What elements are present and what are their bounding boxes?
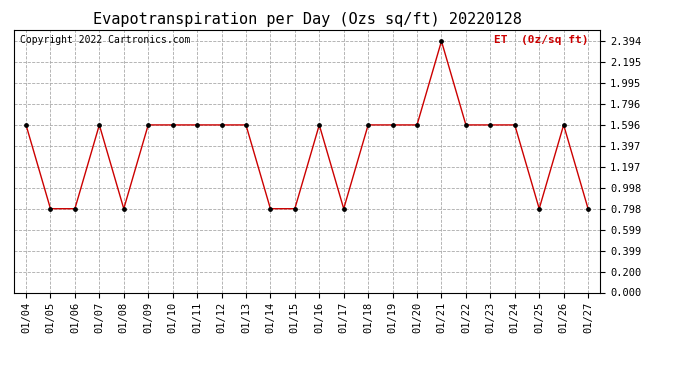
Point	[70, 206, 81, 212]
Point	[94, 122, 105, 128]
Point	[436, 38, 447, 44]
Title: Evapotranspiration per Day (Ozs sq/ft) 20220128: Evapotranspiration per Day (Ozs sq/ft) 2…	[92, 12, 522, 27]
Point	[21, 122, 32, 128]
Text: Copyright 2022 Cartronics.com: Copyright 2022 Cartronics.com	[19, 35, 190, 45]
Point	[265, 206, 276, 212]
Point	[411, 122, 422, 128]
Point	[509, 122, 520, 128]
Point	[289, 206, 300, 212]
Point	[216, 122, 227, 128]
Point	[240, 122, 251, 128]
Point	[338, 206, 349, 212]
Point	[582, 206, 593, 212]
Point	[143, 122, 154, 128]
Point	[387, 122, 398, 128]
Text: ET  (0z/sq ft): ET (0z/sq ft)	[494, 35, 589, 45]
Point	[363, 122, 374, 128]
Point	[118, 206, 129, 212]
Point	[45, 206, 56, 212]
Point	[192, 122, 203, 128]
Point	[558, 122, 569, 128]
Point	[460, 122, 471, 128]
Point	[167, 122, 178, 128]
Point	[485, 122, 496, 128]
Point	[314, 122, 325, 128]
Point	[533, 206, 544, 212]
